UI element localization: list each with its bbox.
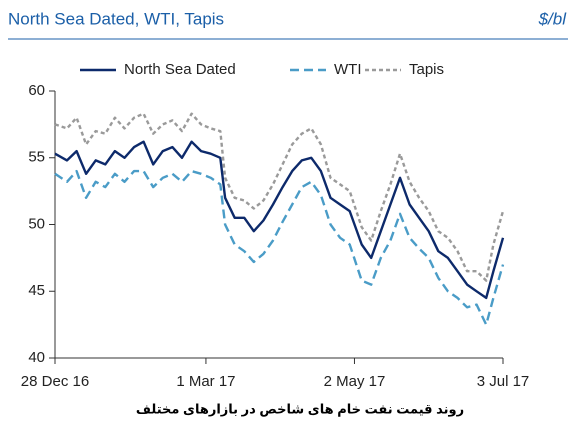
y-tick-label: 60: [28, 82, 45, 99]
x-tick-label: 3 Jul 17: [477, 373, 530, 390]
legend-label: Tapis: [409, 61, 444, 78]
y-tick-label: 40: [28, 349, 45, 366]
unit: $/bl: [538, 9, 568, 28]
y-tick-label: 55: [28, 149, 45, 166]
series-line: [54, 169, 505, 326]
x-tick-label: 1 Mar 17: [176, 373, 235, 390]
y-tick-label: 45: [28, 282, 45, 299]
series-line: [54, 112, 505, 282]
y-tick-label: 50: [28, 215, 45, 232]
x-tick-label: 28 Dec 16: [21, 373, 89, 390]
x-tick-label: 2 May 17: [324, 373, 386, 390]
chart-title: North Sea Dated, WTI, Tapis: [8, 9, 224, 28]
legend-label: WTI: [334, 61, 362, 78]
legend-label: North Sea Dated: [124, 61, 236, 78]
caption: روند قیمت نفت خام های شاخص در بازارهای م…: [136, 401, 464, 417]
series-line: [54, 140, 505, 300]
